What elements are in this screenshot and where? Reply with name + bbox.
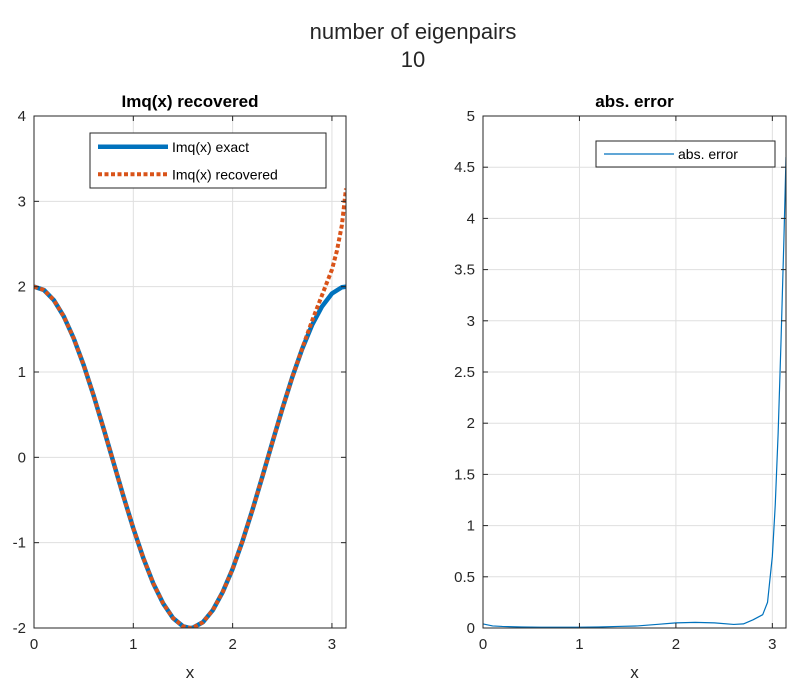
y-tick-label: 1 (467, 518, 475, 535)
legend: Imq(x) exact Imq(x) recovered (89, 132, 327, 189)
x-tick-label: 1 (129, 636, 137, 653)
legend-label-2: Imq(x) recovered (172, 166, 278, 182)
y-tick-label: -2 (13, 620, 26, 637)
y-tick-label: 4.5 (454, 159, 475, 176)
x-tick-label: 3 (328, 636, 336, 653)
y-tick-label: 1 (18, 364, 26, 381)
x-axis-label: x (630, 663, 639, 682)
plot-title: Imq(x) recovered (122, 92, 259, 111)
x-tick-label: 2 (672, 636, 680, 653)
y-tick-label: 3.5 (454, 262, 475, 279)
y-tick-label: 3 (467, 313, 475, 330)
y-tick-label: 4 (18, 108, 26, 125)
y-tick-label: 2.5 (454, 364, 475, 381)
y-tick-label: 0 (18, 449, 26, 466)
right-plot: 0 1 2 3 0 0.5 1 1.5 2 2.5 3 3.5 4 4.5 5 abs. error x abs.… (454, 92, 787, 682)
y-tick-label: 3 (18, 193, 26, 210)
x-tick-label: 2 (228, 636, 236, 653)
x-tick-label: 0 (30, 636, 38, 653)
x-tick-label: 1 (575, 636, 583, 653)
x-axis-label: x (186, 663, 195, 682)
y-tick-label: 2 (18, 279, 26, 296)
left-plot: 0 1 2 3 -2 -1 0 1 2 3 4 Imq(x) recovered x Imq(x) exa… (13, 92, 347, 682)
y-tick-label: 5 (467, 108, 475, 125)
y-tick-label: 1.5 (454, 466, 475, 483)
y-tick-label: 0 (467, 620, 475, 637)
plot-title: abs. error (595, 92, 674, 111)
x-tick-label: 3 (768, 636, 776, 653)
y-tick-label: -1 (13, 535, 26, 552)
figure-title-line-1: number of eigenpairs (310, 19, 517, 44)
y-tick-label: 4 (467, 210, 475, 227)
legend-label-1: abs. error (678, 146, 738, 162)
y-tick-label: 0.5 (454, 569, 475, 586)
y-tick-label: 2 (467, 415, 475, 432)
series-line-2 (34, 188, 346, 628)
x-tick-label: 0 (479, 636, 487, 653)
legend: abs. error (595, 140, 776, 168)
figure-title-line-2: 10 (401, 47, 425, 72)
legend-box (89, 132, 327, 189)
series-line-1 (483, 156, 786, 628)
legend-label-1: Imq(x) exact (172, 139, 249, 155)
